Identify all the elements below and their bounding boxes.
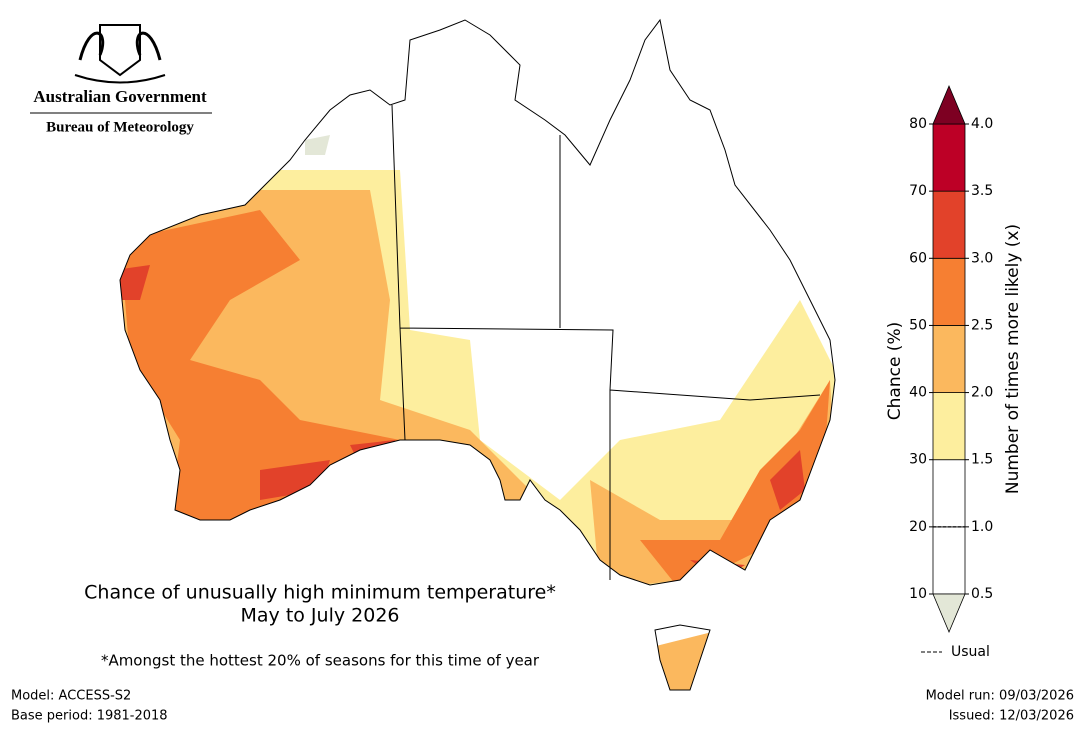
tick-label: 3.5 (971, 183, 993, 199)
agency: Bureau of Meteorology (46, 119, 194, 135)
tick-label: 2.5 (971, 317, 993, 333)
colorbar-label2: Number of times more likely (x) (1003, 224, 1023, 494)
government: Australian Government (33, 87, 207, 106)
colorbar: 10 20 30 40 50 60 70 80 0.5 1.0 1.5 2.0 2.5 3.0 3.5 4.0… (885, 84, 1023, 660)
tick-label: 20 (909, 519, 927, 535)
map-title: Chance of unusually high minimum tempera… (84, 582, 556, 604)
tick-label: 1.5 (971, 452, 993, 468)
colorbar-band (932, 526, 966, 595)
tick-label: 40 (909, 385, 927, 401)
colorbar-band (932, 459, 966, 528)
tick-label: 60 (909, 250, 927, 266)
tick-label: 70 (909, 183, 927, 199)
tick-label: 10 (909, 586, 927, 602)
map-subtitle: May to July 2026 (241, 605, 400, 627)
logo: Australian Government Bureau of Meteorol… (30, 24, 212, 135)
tick-label: 3.0 (971, 250, 993, 266)
tick-label: 4.0 (971, 116, 993, 132)
colorbar-band (932, 392, 966, 461)
colorbar-band (932, 325, 966, 393)
tick-label: 2.0 (971, 385, 993, 401)
colorbar-band (932, 190, 966, 259)
tick-label: 80 (909, 116, 927, 132)
model-run: Model run: 09/03/2026 (926, 689, 1074, 704)
base-period: Base period: 1981-2018 (11, 709, 168, 724)
footnote: *Amongst the hottest 20% of seasons for … (101, 652, 540, 670)
colorbar-label: Chance (%) (885, 322, 905, 420)
colorbar-band (932, 123, 966, 192)
issued: Issued: 12/03/2026 (949, 709, 1074, 724)
under-triangle (932, 593, 966, 634)
tick-label: 0.5 (971, 586, 993, 602)
usual-label: Usual (951, 644, 990, 660)
tick-label: 1.0 (971, 519, 993, 535)
colorbar-band (932, 257, 966, 326)
tick-label: 50 (909, 317, 927, 333)
tick-label: 30 (909, 452, 927, 468)
model: Model: ACCESS-S2 (11, 689, 131, 704)
over-triangle (932, 84, 966, 125)
